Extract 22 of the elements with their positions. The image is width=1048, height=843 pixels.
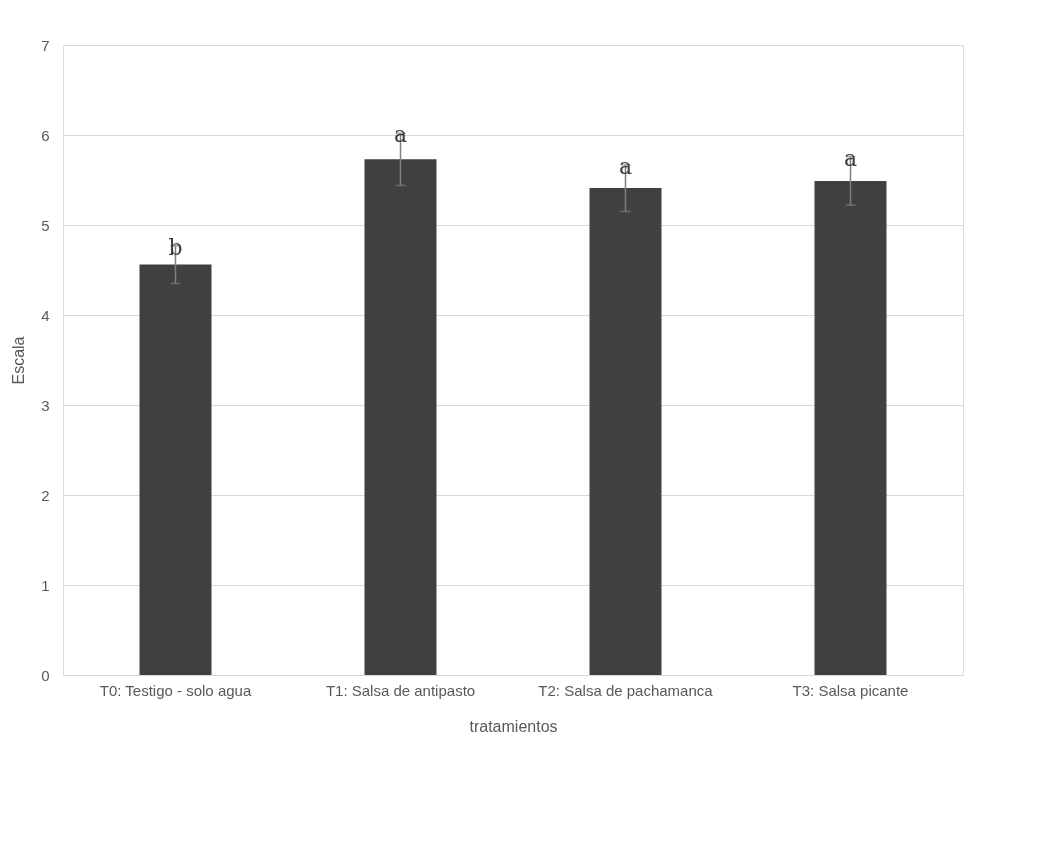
- bar: [589, 188, 662, 675]
- y-tick-label: 3: [41, 396, 50, 414]
- annotation: a: [393, 122, 408, 148]
- y-tick-label: 6: [41, 126, 50, 144]
- y-tick-label: 1: [41, 576, 50, 594]
- x-axis-title: tratamientos: [469, 717, 558, 735]
- bar: [364, 159, 437, 675]
- x-tick-label: T2: Salsa de pachamanca: [538, 681, 714, 699]
- y-tick-label: 2: [41, 486, 50, 504]
- y-tick-label: 7: [41, 36, 50, 54]
- annotation: a: [618, 153, 633, 179]
- y-tick-label: 0: [41, 666, 50, 684]
- bar: [139, 264, 212, 675]
- annotation: a: [843, 145, 858, 171]
- y-tick-label: 5: [41, 216, 50, 234]
- x-tick-label: T1: Salsa de antipasto: [325, 681, 476, 699]
- y-axis-title: Escala: [10, 336, 28, 385]
- annotation: b: [168, 234, 183, 260]
- x-tick-label: T3: Salsa picante: [792, 681, 909, 699]
- bar: [814, 180, 887, 675]
- x-tick-label: T0: Testigo - solo agua: [99, 681, 252, 699]
- y-tick-label: 4: [41, 306, 50, 324]
